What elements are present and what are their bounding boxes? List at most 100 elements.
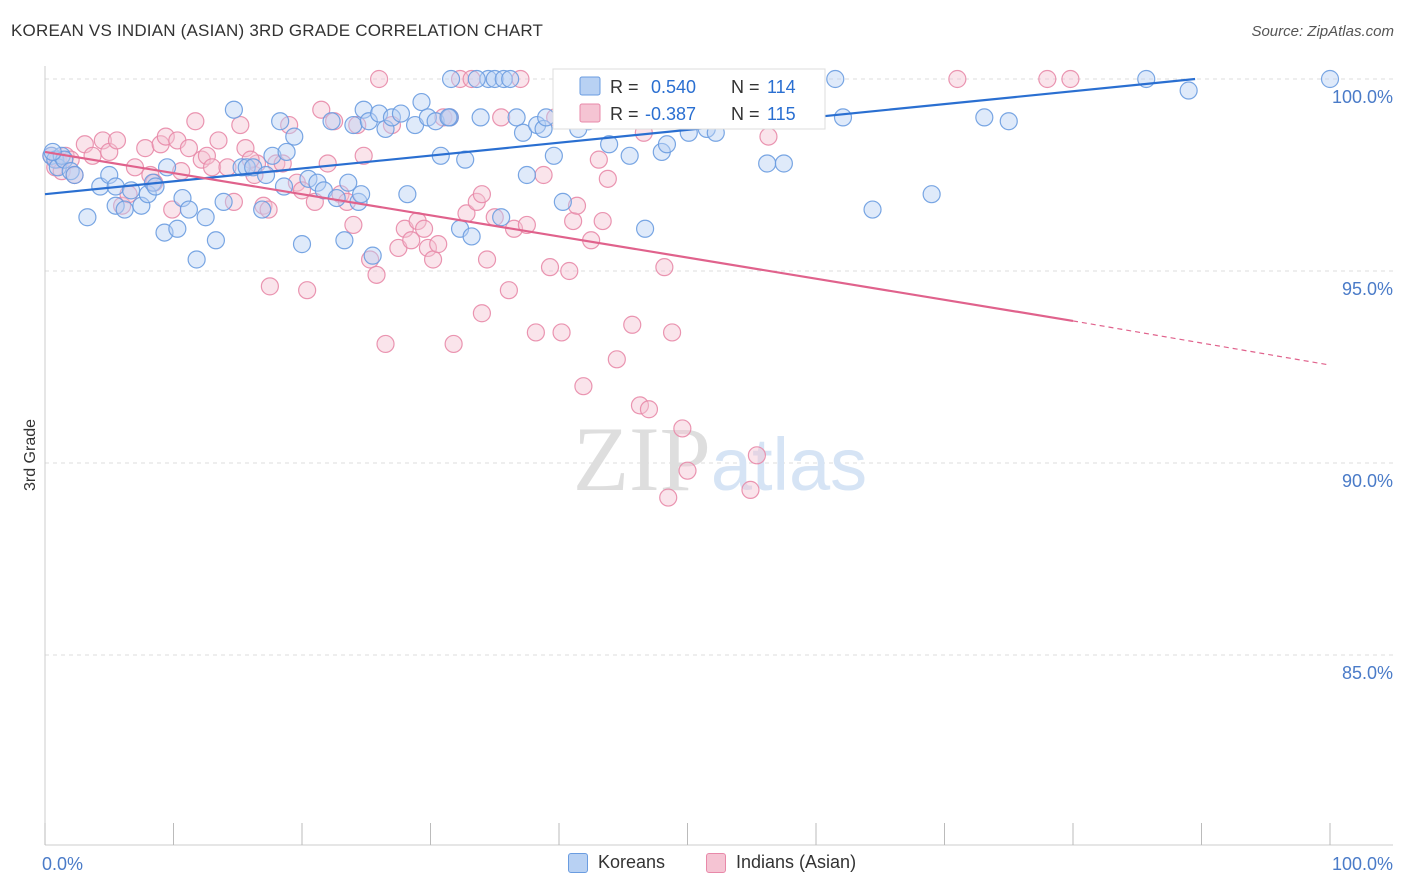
y-axis-label: 3rd Grade (22, 419, 39, 491)
data-point (534, 165, 553, 185)
series-indian-points (42, 69, 1080, 507)
data-point (673, 419, 692, 438)
data-point (414, 219, 434, 238)
data-point (100, 165, 119, 185)
data-point (312, 100, 331, 119)
data-point (132, 196, 151, 215)
data-point (429, 235, 448, 254)
legend-korean-r-value: 0.540 (651, 77, 696, 97)
data-point (747, 446, 766, 465)
watermark: ZIPatlas (573, 408, 867, 510)
data-point (553, 192, 572, 211)
data-point (477, 250, 497, 269)
data-point (574, 377, 593, 396)
data-point (418, 238, 438, 258)
axes (44, 66, 1393, 846)
data-point (206, 231, 226, 250)
data-point (544, 146, 563, 165)
data-point (156, 127, 175, 146)
data-point (78, 208, 97, 227)
data-point (354, 100, 373, 119)
y-tick-labels: 100.0% 95.0% 90.0% 85.0% (1332, 87, 1393, 683)
data-point (318, 154, 337, 173)
indian-trend-line (44, 150, 1074, 323)
bottom-legend-indian: Indians (Asian) (706, 852, 856, 873)
indian-trend-line-dashed (1072, 320, 1331, 366)
data-point (391, 104, 411, 123)
data-point (552, 323, 571, 342)
data-point (280, 115, 299, 135)
bottom-legend-korean-swatch (568, 852, 588, 873)
data-point (173, 188, 192, 208)
data-point (441, 69, 461, 89)
data-point (179, 139, 199, 158)
data-point (462, 227, 481, 246)
data-point (467, 69, 486, 89)
data-point (260, 277, 279, 296)
data-point (623, 315, 642, 334)
data-point (236, 139, 255, 158)
data-point (256, 165, 276, 185)
data-point (382, 108, 402, 127)
legend-korean-r-label: R = (610, 77, 639, 97)
x-tick-label: 0.0% (42, 854, 83, 874)
data-point (202, 158, 222, 177)
data-point (607, 350, 626, 369)
data-point (376, 119, 395, 139)
legend-korean-swatch (579, 76, 601, 96)
data-point (299, 169, 318, 188)
data-point (285, 127, 304, 146)
data-point (348, 115, 367, 135)
data-point (662, 323, 682, 342)
bottom-legend-korean-label: Koreans (598, 852, 666, 872)
data-point (922, 185, 941, 204)
y-tick-label: 90.0% (1342, 471, 1393, 491)
data-point (499, 281, 518, 300)
data-point (209, 131, 228, 150)
data-point (593, 211, 612, 231)
data-point (187, 250, 206, 269)
source-label: Source: ZipAtlas.com (1251, 23, 1394, 40)
legend-indian-r-label: R = (610, 104, 639, 124)
data-point (863, 200, 882, 219)
data-point (367, 265, 386, 284)
x-tick-label: 100.0% (1332, 854, 1393, 874)
data-point (513, 123, 533, 142)
watermark-zip: ZIP (573, 408, 711, 510)
data-point (423, 250, 443, 269)
data-point (494, 69, 513, 89)
data-point (600, 135, 619, 154)
series-korean-points (42, 69, 1340, 269)
data-point (335, 231, 354, 250)
inset-legend: R = 0.540 N = 114 R = -0.387 N = 115 (552, 68, 826, 130)
data-point (659, 488, 678, 507)
data-point (826, 69, 845, 89)
data-point (197, 146, 217, 165)
data-point (1320, 69, 1340, 89)
data-point (630, 396, 650, 415)
data-point (492, 108, 511, 127)
data-point (833, 108, 853, 127)
data-point (322, 112, 341, 131)
data-point (376, 334, 395, 354)
data-point (179, 200, 199, 219)
trend-lines (44, 77, 1331, 366)
data-point (639, 400, 659, 419)
data-point (136, 139, 155, 158)
bottom-legend-korean: Koreans (568, 852, 665, 873)
data-point (507, 108, 526, 127)
data-point (1061, 69, 1080, 89)
data-point (106, 196, 125, 215)
data-point (344, 215, 363, 235)
data-point (186, 112, 205, 131)
data-point (471, 108, 490, 127)
data-point (412, 92, 431, 112)
data-point (517, 165, 536, 185)
data-point (472, 185, 491, 204)
data-point (344, 115, 363, 135)
data-point (540, 258, 560, 277)
data-point (526, 323, 545, 342)
data-point (444, 334, 463, 354)
data-point (263, 146, 282, 165)
